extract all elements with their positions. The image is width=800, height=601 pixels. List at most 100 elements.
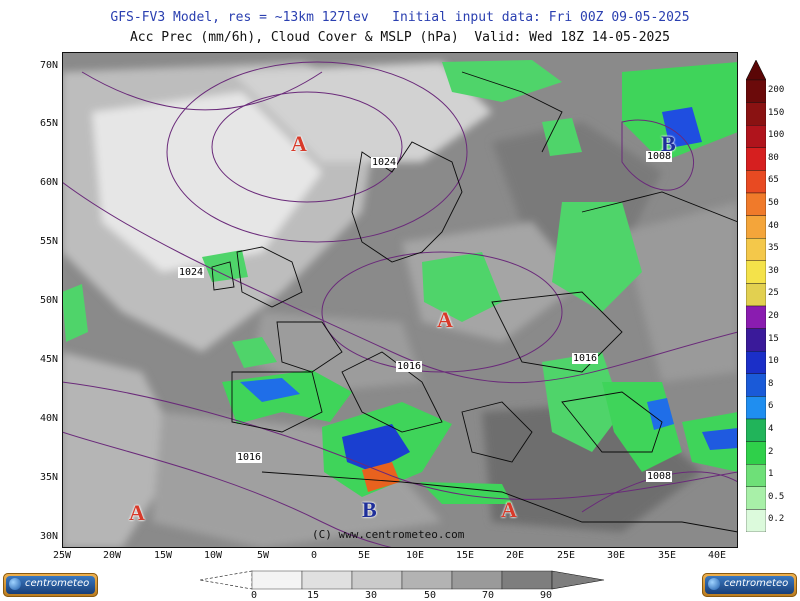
coastlines [211,71,738,533]
colorbar-swatch [746,373,766,397]
lon-label: 5W [256,550,270,561]
colorbar-label: 200 [768,85,785,95]
colorbar-swatch [746,237,766,261]
colorbar-label: 1 [768,469,774,480]
colorbar-label: 30 [768,265,779,276]
lon-label: 25W [52,550,72,561]
colorbar-swatch [746,396,766,420]
lon-label: 20E [505,550,525,561]
colorbar-swatch [746,486,766,510]
cloud-swatch [351,570,403,590]
precip-colorbar [746,60,766,532]
cloud-bar-right-arrow [551,570,605,590]
colorbar-label: 25 [768,288,779,299]
lat-label: 60N [39,177,58,188]
lat-label: 50N [39,295,58,306]
globe-icon [708,578,720,590]
colorbar-swatch [746,215,766,239]
cloud-swatch [451,570,503,590]
lat-label: 55N [39,236,58,247]
colorbar-swatch [746,305,766,329]
isobars [62,61,738,548]
cloud-bar-left-arrow [199,570,253,590]
high-pressure-marker: A [501,497,517,522]
colorbar-label: 8 [768,378,774,389]
colorbar-label: 4 [768,424,774,434]
colorbar-label: 0.2 [768,514,785,525]
isobar-label: 1024 [371,157,398,168]
colorbar-swatch [746,79,766,103]
colorbar-swatch [746,192,766,216]
cloud-swatch [401,570,453,590]
colorbar-label: 80 [768,152,779,163]
cloud-label: 15 [306,590,320,601]
colorbar-label: 40 [768,220,779,231]
colorbar-swatch [746,170,766,194]
cloud-label: 30 [364,590,378,601]
isobar-label: 1024 [178,267,205,278]
colorbar-label: 35 [768,243,779,254]
cloud-swatch [301,570,353,590]
colorbar-label: 2 [768,446,774,457]
cloud-cover-colorbar [199,570,605,590]
low-pressure-marker: B [362,497,377,522]
header-line-2: Acc Prec (mm/6h), Cloud Cover & MSLP (hP… [129,30,671,45]
isobar-label: 1016 [572,353,599,364]
lat-label: 35N [39,472,58,483]
colorbar-label: 50 [768,198,779,208]
colorbar-swatch [746,441,766,465]
lon-label: 35E [657,550,677,561]
high-pressure-marker: A [291,131,307,156]
low-pressure-marker: B [661,131,676,156]
lon-label: 15W [153,550,173,561]
colorbar-swatch [746,351,766,375]
lon-label: 30E [606,550,626,561]
colorbar-swatch [746,102,766,126]
colorbar-label: 0.5 [768,491,785,502]
lat-label: 30N [39,531,58,542]
lat-label: 45N [39,354,58,365]
colorbar-swatch [746,124,766,148]
lon-label: 15E [455,550,475,561]
centrometeo-logo[interactable]: centrometeo [702,573,797,597]
logo-text: centrometeo [724,578,789,589]
lon-label: 5E [357,550,371,561]
isobar-label: 1016 [236,452,263,463]
colorbar-swatch [746,283,766,307]
header-line-1: GFS-FV3 Model, res = ~13km 127lev Initia… [110,10,690,25]
colorbar-swatch [746,328,766,352]
isobar-label: 1008 [646,151,673,162]
high-pressure-marker: A [437,307,453,332]
centrometeo-logo[interactable]: centrometeo [3,573,98,597]
cloud-label: 90 [539,590,553,601]
colorbar-label: 10 [768,356,779,367]
lon-label: 10E [405,550,425,561]
colorbar-swatch [746,464,766,488]
colorbar-arrow [746,60,766,81]
colorbar-label: 20 [768,311,779,321]
colorbar-label: 6 [768,401,774,412]
isobar-label: 1016 [396,361,423,372]
globe-icon [9,578,21,590]
colorbar-swatch [746,147,766,171]
logo-text: centrometeo [25,578,90,589]
lat-label: 40N [39,413,58,424]
lon-label: 40E [707,550,727,561]
cloud-label: 0 [250,590,258,601]
colorbar-label: 65 [768,175,779,186]
weather-map [62,52,738,548]
lon-label: 25E [556,550,576,561]
lon-label: 10W [203,550,223,561]
colorbar-label: 150 [768,107,785,118]
cloud-swatch [251,570,303,590]
precipitation-layer [62,60,738,504]
cloud-label: 50 [423,590,437,601]
lat-label: 70N [39,60,58,71]
colorbar-label: 15 [768,333,779,344]
lat-label: 65N [39,118,58,129]
lon-label: 0 [310,550,318,561]
colorbar-swatch [746,418,766,442]
lon-label: 20W [102,550,122,561]
cloud-swatch [501,570,553,590]
copyright: (C) www.centrometeo.com [312,528,465,541]
